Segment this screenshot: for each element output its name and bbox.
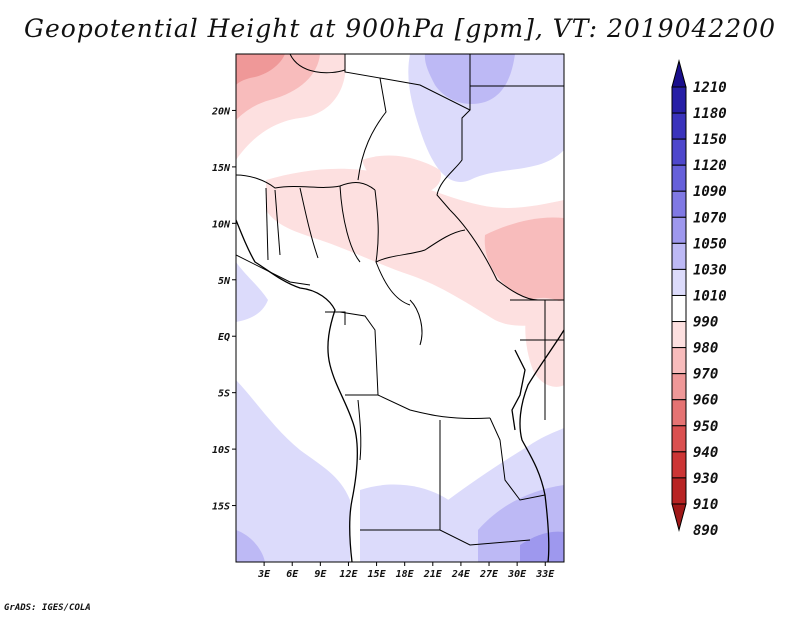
colorbar-label: 940 — [693, 445, 718, 461]
map-frame — [235, 53, 565, 563]
colorbar-label: 1180 — [693, 106, 727, 122]
colorbar-label: 970 — [693, 367, 718, 383]
colorbar-swatch — [671, 268, 687, 296]
colorbar-label: 1050 — [693, 236, 727, 252]
map-title: Geopotential Height at 900hPa [gpm], VT:… — [23, 14, 777, 43]
colorbar-label: 890 — [693, 523, 718, 539]
colorbar-label: 980 — [693, 341, 718, 357]
lat-tick-label: 20N — [211, 106, 231, 117]
colorbar-label: 910 — [693, 497, 718, 513]
colorbar-swatch — [671, 294, 687, 323]
colorbar-label: 1010 — [693, 288, 727, 304]
lat-tick-label: 10N — [212, 219, 231, 230]
lon-tick-label: 18E — [396, 569, 415, 580]
lon-axis: 3E 6E 9E 12E 15E 18E 21E 24E 27E 30E 33E — [257, 562, 555, 580]
colorbar-label: 1210 — [693, 80, 727, 96]
lon-tick-label: 6E — [286, 569, 299, 580]
colorbar-swatch — [671, 451, 687, 479]
colorbar-swatch — [671, 216, 687, 244]
colorbar-label: 930 — [693, 471, 718, 487]
lon-tick-label: 24E — [451, 569, 471, 580]
lon-tick-label: 3E — [257, 569, 271, 580]
lat-axis: 20N 15N 10N 5N EQ 5S 10S 15S — [211, 106, 236, 513]
lon-tick-label: 27E — [479, 569, 499, 580]
lon-tick-label: 30E — [507, 569, 527, 580]
field-region-southwest-dark — [236, 530, 265, 562]
colorbar-label: 1120 — [693, 158, 727, 174]
colorbar-swatch — [671, 347, 687, 375]
field-region-atlantic-south — [236, 380, 350, 562]
colorbar: 1210 1180 1150 1120 1090 1070 1050 1030 1010 990 9… — [671, 59, 727, 539]
lat-tick-label: EQ — [218, 332, 230, 343]
colorbar-swatch — [671, 86, 687, 114]
lon-tick-label: 33E — [535, 569, 555, 580]
colorbar-swatch — [671, 399, 687, 427]
credit-label: GrADS: IGES/COLA — [4, 603, 91, 613]
lon-tick-label: 21E — [423, 569, 443, 580]
lat-tick-label: 10S — [212, 445, 230, 456]
height-field — [236, 54, 564, 562]
colorbar-label: 1090 — [693, 184, 727, 200]
colorbar-swatch — [671, 477, 687, 505]
colorbar-label: 1030 — [693, 262, 727, 278]
colorbar-swatch — [671, 59, 687, 88]
lon-tick-label: 12E — [339, 569, 358, 580]
colorbar-swatch — [671, 112, 687, 140]
colorbar-swatch — [671, 164, 687, 192]
country-borders — [236, 54, 564, 546]
field-region-east-mid — [484, 217, 564, 302]
lon-tick-label: 9E — [314, 569, 327, 580]
colorbar-label: 990 — [693, 315, 718, 331]
colorbar-swatch — [671, 190, 687, 218]
colorbar-swatch — [671, 321, 687, 349]
colorbar-swatch — [671, 503, 687, 532]
lat-tick-label: 15S — [212, 502, 230, 513]
lat-tick-label: 5S — [218, 389, 230, 400]
colorbar-label: 1070 — [693, 210, 727, 226]
colorbar-swatch — [671, 373, 687, 401]
field-region-atlantic-north — [236, 262, 268, 322]
field-region-northcenter-pink — [362, 155, 441, 195]
lat-tick-label: 5N — [218, 276, 231, 287]
colorbar-label: 960 — [693, 393, 718, 409]
lon-tick-label: 15E — [368, 569, 387, 580]
field-region-nw-dark — [236, 54, 285, 85]
colorbar-label: 1150 — [693, 132, 727, 148]
colorbar-label: 950 — [693, 419, 718, 435]
coastline — [236, 219, 564, 562]
colorbar-swatch — [671, 425, 687, 453]
lat-tick-label: 15N — [212, 163, 231, 174]
field-region-sahel — [266, 168, 564, 326]
colorbar-swatch — [671, 138, 687, 166]
field-region-southeast-dark — [520, 531, 564, 562]
colorbar-swatch — [671, 242, 687, 270]
